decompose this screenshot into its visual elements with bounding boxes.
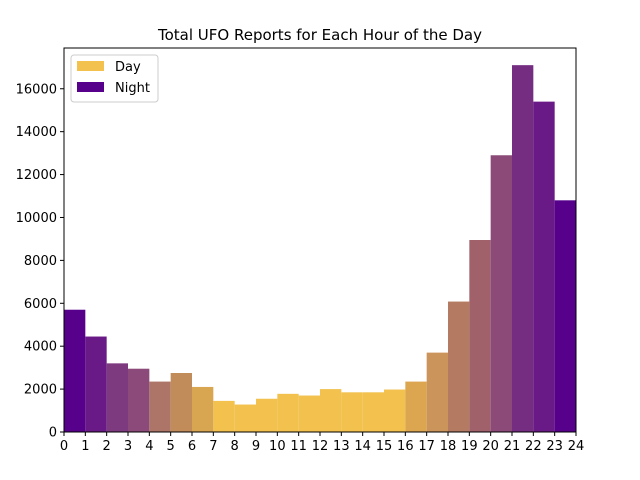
- x-tick-label: 1: [81, 439, 89, 454]
- bar-hour-14: [362, 392, 384, 432]
- legend-label-day: Day: [115, 60, 141, 75]
- bar-hour-16: [405, 381, 427, 432]
- x-tick-label: 15: [376, 439, 393, 454]
- y-tick-label: 6000: [24, 297, 57, 312]
- chart-title: Total UFO Reports for Each Hour of the D…: [157, 26, 482, 44]
- x-tick-label: 12: [312, 439, 329, 454]
- x-tick-label: 14: [354, 439, 371, 454]
- x-tick-label: 24: [568, 439, 585, 454]
- x-tick-label: 21: [504, 439, 521, 454]
- x-tick-label: 16: [397, 439, 414, 454]
- bar-hour-20: [490, 155, 512, 432]
- x-tick-label: 4: [145, 439, 153, 454]
- x-tick-label: 18: [440, 439, 457, 454]
- x-tick-label: 2: [103, 439, 111, 454]
- bar-hour-6: [192, 386, 214, 432]
- bar-hour-7: [213, 400, 235, 432]
- y-tick-label: 16000: [16, 82, 57, 97]
- x-tick-label: 10: [269, 439, 286, 454]
- bar-hour-4: [149, 381, 171, 432]
- bar-hour-11: [298, 395, 320, 432]
- y-tick-label: 0: [49, 426, 57, 441]
- x-tick-label: 5: [167, 439, 175, 454]
- bar-hour-22: [533, 101, 555, 432]
- bar-hour-9: [256, 398, 278, 432]
- x-axis-ticks: 0 1 2 3 4 5 6 7 8 9 10 11 12 13 14 15 16 17 18 19 20 21 22 23 24: [60, 432, 584, 454]
- x-tick-label: 3: [124, 439, 132, 454]
- y-tick-label: 4000: [24, 340, 57, 355]
- bar-hour-1: [85, 336, 107, 432]
- x-tick-label: 0: [60, 439, 68, 454]
- x-tick-label: 11: [290, 439, 307, 454]
- y-tick-label: 10000: [16, 211, 57, 226]
- bar-hour-15: [384, 389, 406, 432]
- bar-hour-2: [106, 363, 128, 432]
- x-tick-label: 22: [525, 439, 542, 454]
- x-tick-label: 7: [209, 439, 217, 454]
- legend: Day Night: [70, 54, 159, 103]
- bar-hour-8: [234, 404, 256, 432]
- legend-label-night: Night: [115, 81, 150, 96]
- bar-hour-13: [341, 392, 363, 432]
- y-axis-ticks: 0 2000 4000 6000 8000 10000 12000 14000 16000: [16, 82, 64, 441]
- bar-hour-18: [448, 301, 470, 432]
- bar-hour-21: [512, 65, 534, 432]
- bar-hour-5: [170, 373, 192, 432]
- x-tick-label: 20: [482, 439, 499, 454]
- x-tick-label: 23: [546, 439, 563, 454]
- x-tick-label: 8: [231, 439, 239, 454]
- bar-hour-17: [426, 352, 448, 432]
- legend-swatch-day: [77, 61, 104, 71]
- y-tick-label: 8000: [24, 254, 57, 269]
- y-tick-label: 2000: [24, 383, 57, 398]
- x-tick-label: 19: [461, 439, 478, 454]
- y-tick-label: 14000: [16, 125, 57, 140]
- bar-hour-10: [277, 393, 299, 432]
- bar-hour-3: [128, 368, 150, 432]
- bar-hour-12: [320, 389, 342, 432]
- legend-swatch-night: [77, 82, 104, 92]
- x-tick-label: 6: [188, 439, 196, 454]
- bar-hour-0: [64, 309, 86, 432]
- bar-hour-19: [469, 240, 491, 432]
- x-tick-label: 17: [418, 439, 435, 454]
- y-tick-label: 12000: [16, 168, 57, 183]
- x-tick-label: 9: [252, 439, 260, 454]
- bar-hour-23: [554, 200, 576, 432]
- x-tick-label: 13: [333, 439, 350, 454]
- bars-group: [64, 65, 576, 432]
- plot-frame: [63, 47, 577, 433]
